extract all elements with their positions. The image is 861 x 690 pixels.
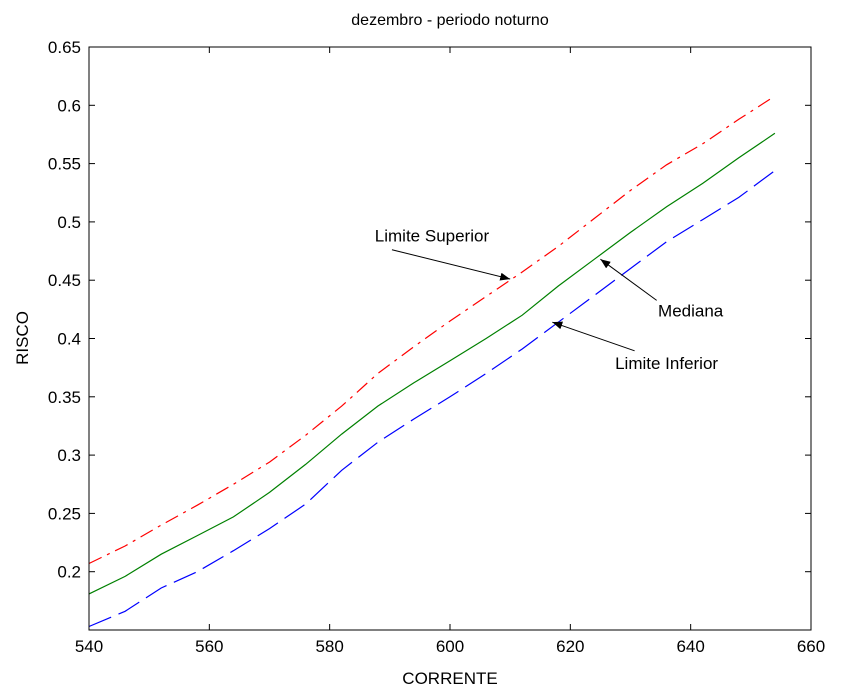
x-tick-label: 540 [75,637,103,656]
x-tick-label: 620 [556,637,584,656]
y-tick-label: 0.35 [48,388,81,407]
annotation-arrow [600,258,657,301]
series-upper-line [88,95,776,565]
annotation-arrow [391,249,511,281]
y-tick-label: 0.3 [57,446,81,465]
series-median-line [88,132,776,595]
series-layer [88,95,776,628]
y-tick-label: 0.2 [57,563,81,582]
x-tick-label: 600 [436,637,464,656]
y-tick-label: 0.6 [57,96,81,115]
x-tick-label: 580 [315,637,343,656]
plot-background [89,47,811,630]
annotation-layer: Limite Superior Mediana Limite Inferior [375,227,724,373]
series-lower-line [88,170,776,628]
x-tick-label: 640 [676,637,704,656]
y-tick-label: 0.4 [57,330,81,349]
y-tick-label: 0.25 [48,504,81,523]
annotation-limite-superior: Limite Superior [375,227,490,246]
y-tick-label: 0.45 [48,271,81,290]
ticks-layer: 540 560 580 600 620 640 660 0.2 0.25 0.3 0.35 0.4 0.… [48,38,825,656]
annotation-limite-inferior: Limite Inferior [615,354,718,373]
y-axis-title: RISCO [13,311,32,365]
y-tick-label: 0.65 [48,38,81,57]
y-tick-label: 0.5 [57,213,81,232]
y-tick-label: 0.55 [48,155,81,174]
x-tick-label: 660 [797,637,825,656]
x-tick-label: 560 [195,637,223,656]
x-axis-title: CORRENTE [402,669,497,688]
annotation-mediana: Mediana [658,301,724,320]
chart-title: dezembro - periodo noturno [351,12,549,29]
annotation-arrow [552,321,635,352]
